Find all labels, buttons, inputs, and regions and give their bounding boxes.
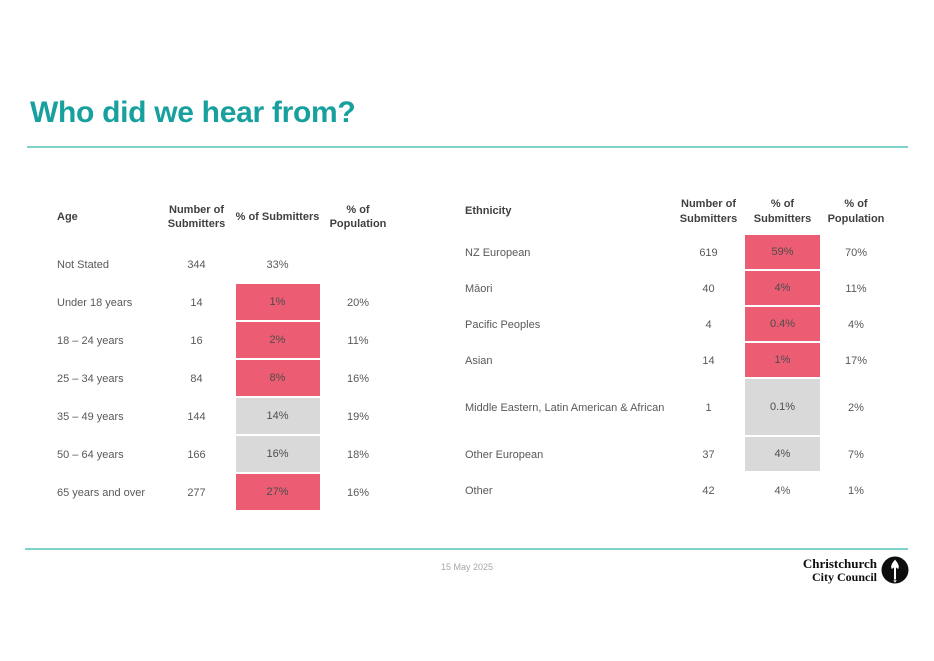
ccc-logo: Christchurch City Council: [803, 556, 909, 584]
footer-divider: [25, 548, 908, 550]
row-label: Māori: [465, 283, 493, 295]
submitters-count: 4: [705, 319, 712, 331]
table-row: Not Stated 344 33%: [57, 246, 394, 284]
pct-submitters-cell: 4%: [745, 437, 820, 473]
row-label: 25 – 34 years: [57, 373, 124, 385]
row-label: Other: [465, 485, 493, 497]
pct-population: 18%: [346, 449, 370, 461]
submitters-count: 166: [187, 449, 206, 461]
table-header-row: Ethnicity Number of Submitters % of Subm…: [465, 188, 892, 235]
pct-submitters-cell: 14%: [235, 398, 320, 436]
submitters-count: 16: [190, 335, 203, 347]
column-header-pct-of-submitters: % of Submitters: [235, 210, 320, 223]
submitters-count: 619: [699, 247, 718, 259]
pct-population: 7%: [848, 449, 864, 461]
table-row: Other 42 4% 1%: [465, 473, 892, 509]
table-row: 50 – 64 years 166 16% 18%: [57, 436, 394, 474]
ccc-logo-icon: [881, 556, 909, 584]
pct-population: 2%: [848, 402, 864, 414]
pct-population: [322, 246, 394, 284]
table-row: 65 years and over 277 27% 16%: [57, 474, 394, 512]
pct-population: 17%: [844, 355, 868, 367]
column-header-pct-of-submitters: % of Submitters: [753, 198, 812, 225]
column-header-number-of-submitters: Number of Submitters: [167, 203, 226, 230]
column-header-age: Age: [57, 210, 78, 223]
row-label: Pacific Peoples: [465, 319, 541, 331]
row-label: Not Stated: [57, 259, 109, 271]
table-row: Other European 37 4% 7%: [465, 437, 892, 473]
pct-submitters-cell: 4%: [774, 485, 791, 497]
column-header-pct-of-population: % of Population: [827, 198, 885, 225]
age-table: Age Number of Submitters % of Submitters…: [57, 188, 394, 512]
column-header-number-of-submitters: Number of Submitters: [679, 198, 738, 225]
pct-population: 19%: [346, 411, 370, 423]
pct-population: 11%: [845, 283, 867, 295]
row-label: NZ European: [465, 247, 531, 259]
pct-submitters-cell: 0.4%: [745, 307, 820, 343]
submitters-count: 84: [190, 373, 203, 385]
row-label: Under 18 years: [57, 297, 133, 309]
submitters-count: 344: [187, 259, 206, 271]
submitters-count: 1: [705, 402, 712, 414]
pct-population: 11%: [347, 335, 369, 347]
title-divider: [27, 146, 908, 148]
row-label: 50 – 64 years: [57, 449, 124, 461]
pct-submitters-cell: 4%: [745, 271, 820, 307]
ethnicity-table: Ethnicity Number of Submitters % of Subm…: [465, 188, 892, 509]
row-label: 35 – 49 years: [57, 411, 124, 423]
column-header-ethnicity: Ethnicity: [465, 205, 512, 218]
ccc-logo-text: Christchurch City Council: [802, 556, 877, 584]
table-row: 25 – 34 years 84 8% 16%: [57, 360, 394, 398]
pct-population: 1%: [848, 485, 864, 497]
table-row: 35 – 49 years 144 14% 19%: [57, 398, 394, 436]
pct-population: 16%: [346, 373, 370, 385]
table-header-row: Age Number of Submitters % of Submitters…: [57, 188, 394, 246]
submitters-count: 14: [702, 355, 715, 367]
pct-population: 4%: [848, 319, 864, 331]
submitters-count: 144: [187, 411, 206, 423]
pct-submitters-cell: 27%: [235, 474, 320, 512]
row-label: 18 – 24 years: [57, 335, 124, 347]
column-header-pct-of-population: % of Population: [329, 203, 387, 230]
table-row: Asian 14 1% 17%: [465, 343, 892, 379]
submitters-count: 14: [190, 297, 203, 309]
pct-population: 20%: [346, 297, 370, 309]
pct-submitters-cell: 8%: [235, 360, 320, 398]
pct-population: 16%: [346, 487, 370, 499]
pct-submitters-cell: 16%: [235, 436, 320, 474]
row-label: 65 years and over: [57, 487, 146, 499]
table-row: Pacific Peoples 4 0.4% 4%: [465, 307, 892, 343]
pct-submitters-cell: 2%: [235, 322, 320, 360]
submitters-count: 37: [702, 449, 715, 461]
pct-submitters-cell: 33%: [266, 259, 289, 271]
pct-population: 70%: [844, 247, 868, 259]
pct-submitters-cell: 1%: [745, 343, 820, 379]
table-row: 18 – 24 years 16 2% 11%: [57, 322, 394, 360]
slide-date: 15 May 2025: [440, 562, 494, 572]
row-label: Asian: [465, 355, 493, 367]
submitters-count: 40: [702, 283, 715, 295]
submitters-count: 42: [702, 485, 715, 497]
page-title: Who did we hear from?: [30, 96, 356, 129]
table-row: Māori 40 4% 11%: [465, 271, 892, 307]
table-row: NZ European 619 59% 70%: [465, 235, 892, 271]
table-row: Under 18 years 14 1% 20%: [57, 284, 394, 322]
pct-submitters-cell: 0.1%: [745, 379, 820, 437]
pct-submitters-cell: 1%: [235, 284, 320, 322]
submitters-count: 277: [187, 487, 206, 499]
table-row: Middle Eastern, Latin American & African…: [465, 379, 892, 437]
row-label: Middle Eastern, Latin American & African: [465, 402, 665, 414]
row-label: Other European: [465, 449, 544, 461]
pct-submitters-cell: 59%: [745, 235, 820, 271]
